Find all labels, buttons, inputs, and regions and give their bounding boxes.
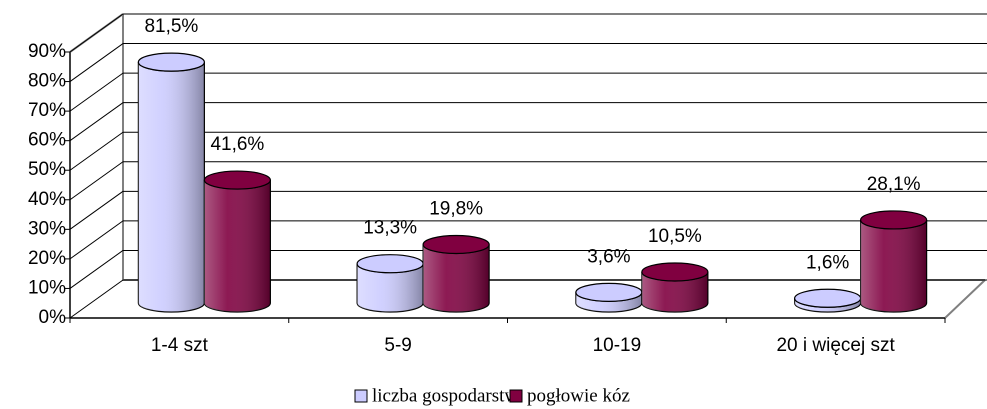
grid-line bbox=[69, 250, 124, 289]
grid-line bbox=[69, 220, 124, 260]
cylinder bbox=[422, 234, 490, 313]
cylinder bbox=[575, 282, 643, 313]
bar-shade bbox=[423, 244, 490, 312]
data-label: 1,6% bbox=[806, 252, 849, 273]
grid-line bbox=[69, 190, 124, 230]
y-tick-label: 10% bbox=[28, 277, 66, 298]
bar-shade bbox=[794, 298, 861, 312]
bar-shade bbox=[575, 292, 642, 312]
data-label: 13,3% bbox=[363, 218, 417, 239]
cylinder bbox=[203, 170, 271, 313]
bar-top bbox=[641, 262, 709, 282]
grid-line bbox=[69, 102, 124, 142]
cylinder bbox=[356, 254, 424, 313]
bar-top bbox=[794, 288, 862, 308]
legend-label: pogłowie kóz bbox=[527, 385, 630, 406]
data-label: 10,5% bbox=[648, 226, 702, 247]
x-tick-label: 5-9 bbox=[384, 335, 411, 356]
bar-top bbox=[203, 170, 271, 190]
bar-shade bbox=[204, 180, 271, 312]
data-label: 41,6% bbox=[210, 134, 264, 155]
x-tick-label: 1-4 szt bbox=[151, 335, 209, 356]
grid-line bbox=[69, 279, 124, 319]
y-tick-label: 60% bbox=[28, 130, 66, 151]
legend-swatch bbox=[509, 389, 523, 403]
left-wall bbox=[69, 13, 124, 318]
y-tick-label: 20% bbox=[28, 248, 66, 269]
grid-line bbox=[69, 72, 124, 112]
cylinder bbox=[641, 262, 709, 313]
data-label: 3,6% bbox=[587, 246, 630, 267]
data-label: 81,5% bbox=[144, 16, 198, 37]
data-label: 19,8% bbox=[429, 198, 483, 219]
x-tick-label: 10-19 bbox=[593, 335, 642, 356]
legend-label: liczba gospodarstw bbox=[372, 385, 518, 406]
bar-shade bbox=[860, 219, 927, 312]
y-tick-label: 30% bbox=[28, 218, 66, 239]
y-tick-label: 90% bbox=[28, 41, 66, 62]
bar-top bbox=[356, 254, 424, 274]
legend-swatch bbox=[354, 389, 368, 403]
grid-line bbox=[69, 43, 124, 82]
bar-shade bbox=[357, 263, 424, 312]
y-tick-label: 80% bbox=[28, 71, 66, 92]
bar-top bbox=[137, 52, 205, 72]
x-tick-label: 20 i więcej szt bbox=[776, 335, 895, 356]
bar-top bbox=[860, 210, 928, 230]
cylinder bbox=[794, 288, 862, 313]
grid-line bbox=[69, 161, 124, 201]
cylinder bbox=[860, 210, 928, 313]
cylinder bbox=[137, 52, 205, 313]
grid-line bbox=[69, 131, 124, 171]
y-tick-label: 70% bbox=[28, 100, 66, 121]
bar-top bbox=[422, 234, 490, 255]
bar-shade bbox=[138, 62, 205, 312]
y-tick-label: 50% bbox=[28, 159, 66, 180]
grid-line bbox=[69, 13, 124, 53]
data-label: 28,1% bbox=[867, 174, 921, 195]
y-tick-label: 0% bbox=[39, 307, 67, 328]
bar-shade bbox=[641, 271, 708, 312]
y-tick-label: 40% bbox=[28, 189, 66, 210]
bar-top bbox=[575, 282, 643, 302]
